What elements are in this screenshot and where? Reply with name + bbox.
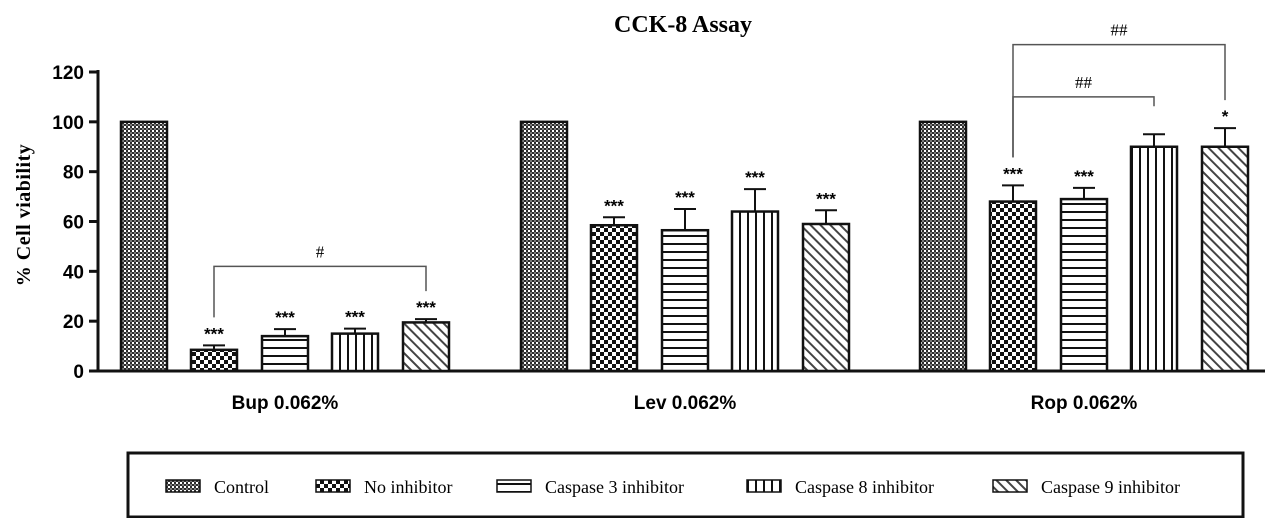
significance-label: *** — [1074, 167, 1094, 186]
x-category-label: Rop 0.062% — [1031, 393, 1138, 414]
bar — [660, 228, 710, 373]
significance-label: *** — [816, 189, 836, 208]
comparison-bracket — [213, 265, 427, 318]
significance-label: *** — [745, 168, 765, 187]
significance-label: *** — [416, 298, 436, 317]
bar — [119, 120, 169, 373]
y-tick-label: 0 — [73, 362, 84, 383]
comparison-label: ## — [1111, 21, 1129, 40]
legend-swatch — [992, 479, 1028, 493]
bar — [189, 348, 239, 373]
legend-swatch — [165, 479, 201, 493]
legend-label: Caspase 3 inhibitor — [545, 477, 684, 497]
significance-label: *** — [604, 196, 624, 215]
bar — [1129, 145, 1179, 373]
y-tick-label: 100 — [52, 113, 84, 134]
comparison-bracket — [1012, 43, 1226, 158]
significance-label: *** — [675, 188, 695, 207]
comparison-label: ## — [1075, 73, 1093, 92]
significance-label: * — [1222, 107, 1229, 126]
y-axis-label: % Cell viability — [13, 144, 35, 286]
bars: *** *** *** *** Bup 0.062% *** *** *** *** Lev 0.… — [119, 107, 1250, 414]
legend-swatch — [746, 479, 782, 493]
comparison-label: # — [316, 242, 325, 261]
legend-swatch — [496, 479, 532, 493]
bar — [988, 200, 1038, 373]
bar — [401, 321, 451, 373]
bar — [918, 120, 968, 373]
significance-label: *** — [275, 308, 295, 327]
bar — [330, 332, 380, 373]
legend-box — [126, 451, 1245, 518]
x-category-label: Lev 0.062% — [634, 393, 737, 414]
significance-label: *** — [1003, 164, 1023, 183]
bar — [730, 210, 780, 373]
legend-label: Control — [214, 477, 269, 497]
significance-label: *** — [204, 324, 224, 343]
y-tick-label: 60 — [63, 213, 84, 234]
legend: Control No inhibitor Caspase 3 inhibitor Ca… — [126, 451, 1245, 518]
bar — [1200, 145, 1250, 373]
bar — [260, 334, 310, 373]
bar — [801, 222, 851, 373]
legend-label: No inhibitor — [364, 477, 453, 497]
chart-title: CCK-8 Assay — [614, 12, 752, 38]
bar — [589, 223, 639, 373]
y-tick-label: 20 — [63, 312, 84, 333]
bar — [1059, 197, 1109, 373]
significance-label: *** — [345, 308, 365, 327]
legend-swatch — [315, 479, 351, 493]
legend-items: Control No inhibitor Caspase 3 inhibitor Ca… — [165, 477, 1180, 497]
y-tick-label: 40 — [63, 262, 84, 283]
x-category-label: Bup 0.062% — [232, 393, 339, 414]
y-tick-label: 80 — [63, 163, 84, 184]
legend-label: Caspase 9 inhibitor — [1041, 477, 1180, 497]
annotations: ##### — [213, 21, 1226, 318]
legend-label: Caspase 8 inhibitor — [795, 477, 934, 497]
bar — [519, 120, 569, 373]
y-tick-label: 120 — [52, 63, 84, 84]
